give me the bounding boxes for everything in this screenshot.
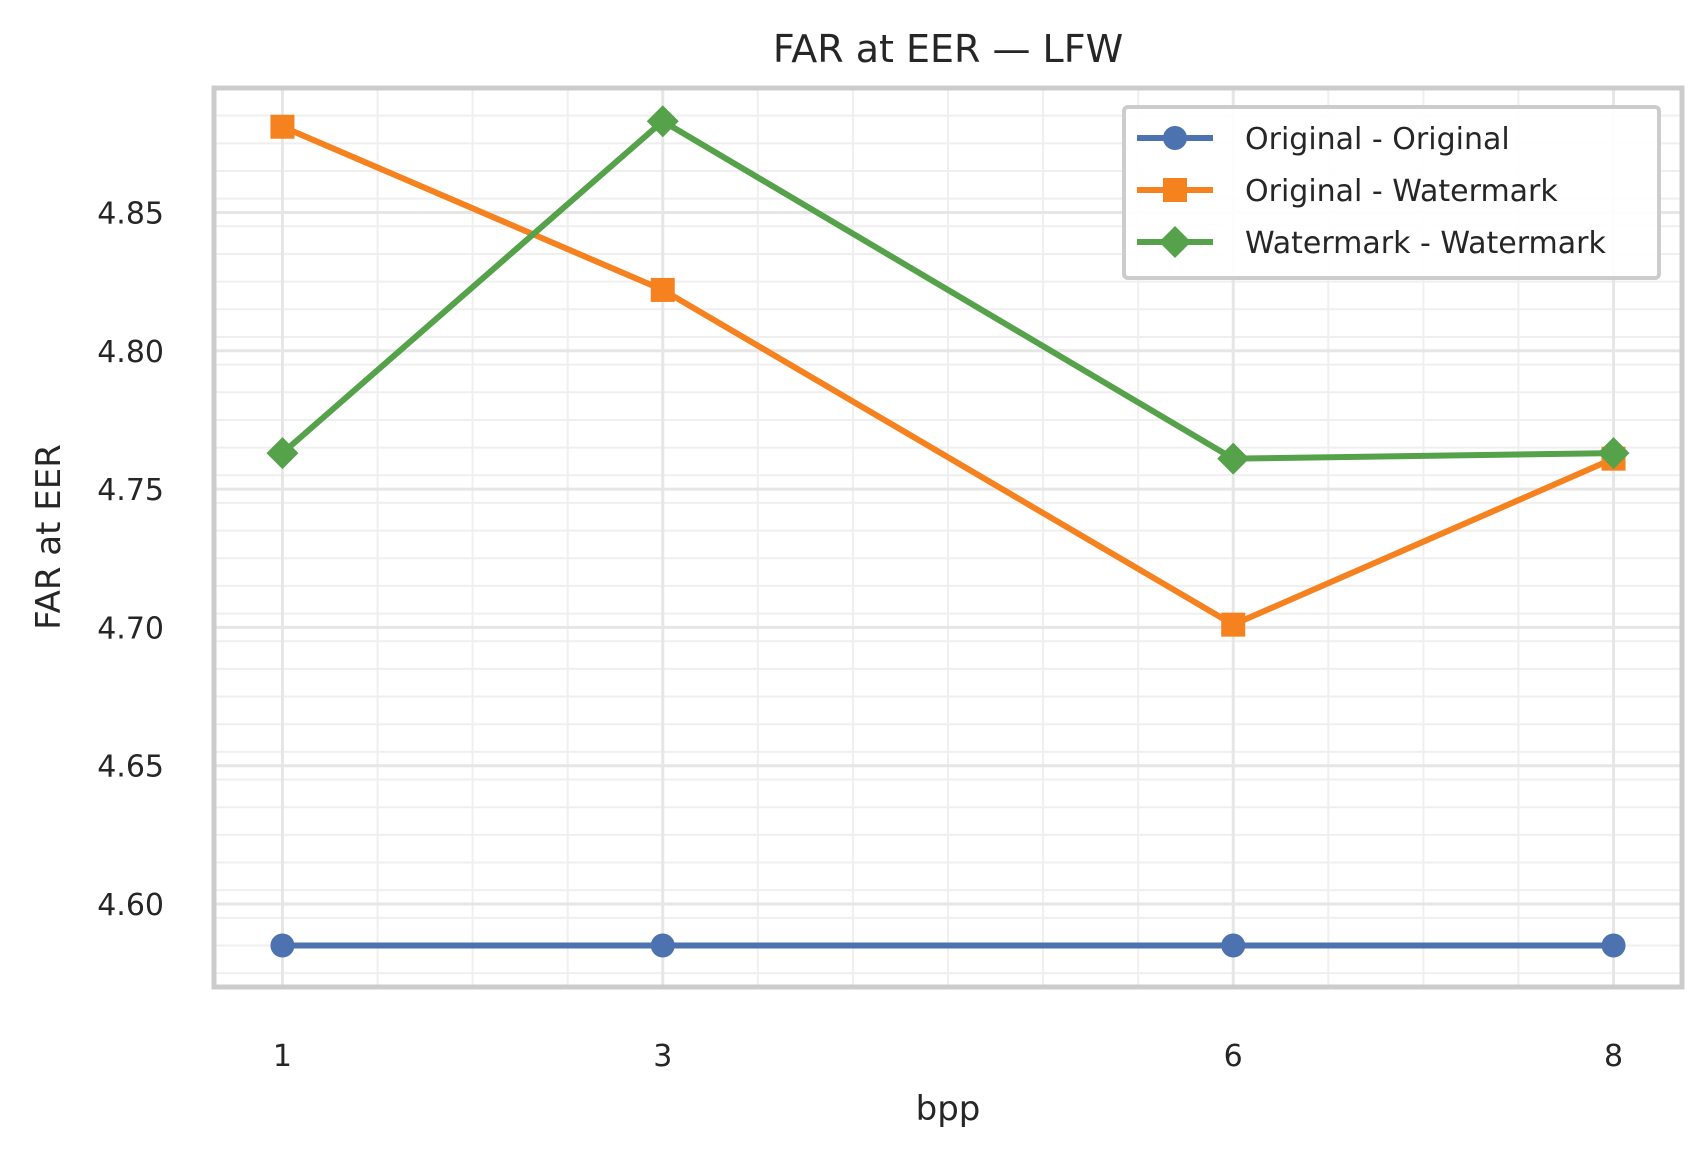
legend: Original - Original Original - Watermark W… [1122,105,1661,280]
y-tick-label: 4.85 [97,196,164,231]
x-axis-title: bpp [916,1089,981,1129]
data-point [646,105,679,138]
x-tick-label: 8 [1604,1039,1623,1074]
data-point [1217,442,1250,475]
data-point [270,114,295,139]
data-point [650,933,675,958]
x-tick-label: 6 [1224,1039,1243,1074]
series-layer [266,105,1630,958]
data-point [1221,612,1246,637]
data-point [270,933,295,958]
series-3 [266,105,1630,475]
data-point [650,277,675,302]
legend-entry-2: Original - Watermark [1137,174,1558,209]
data-point [266,437,299,470]
x-tick-label: 1 [273,1039,292,1074]
y-axis-title: FAR at EER [29,444,69,630]
y-tick-label: 4.70 [97,611,164,646]
legend-entry-3: Watermark - Watermark [1137,226,1606,261]
y-tick-label: 4.65 [97,750,164,785]
data-point [1221,933,1246,958]
y-axis-ticks: 4.60 4.65 4.70 4.75 4.80 4.85 [97,196,164,923]
legend-marker [1159,226,1191,258]
legend-label: Original - Original [1245,122,1510,157]
chart-title: FAR at EER — LFW [773,27,1123,71]
series-2 [270,114,1626,637]
series-line [279,123,1617,628]
y-tick-label: 4.80 [97,335,164,370]
x-axis-ticks: 1 3 6 8 [273,1039,1623,1074]
series-1 [270,933,1626,958]
minor-grid [214,88,1682,987]
plot-frame [211,85,1685,990]
legend-entry-1: Original - Original [1137,122,1510,157]
y-tick-label: 4.60 [97,888,164,923]
x-tick-label: 3 [653,1039,672,1074]
legend-box [1122,105,1661,280]
data-point [1597,437,1630,470]
legend-marker [1163,178,1187,202]
major-grid [214,88,1682,987]
legend-label: Original - Watermark [1245,174,1558,209]
y-tick-label: 4.75 [97,473,164,508]
data-point [1601,933,1626,958]
legend-marker [1163,126,1187,150]
series-line [279,118,1617,462]
legend-label: Watermark - Watermark [1245,226,1606,261]
